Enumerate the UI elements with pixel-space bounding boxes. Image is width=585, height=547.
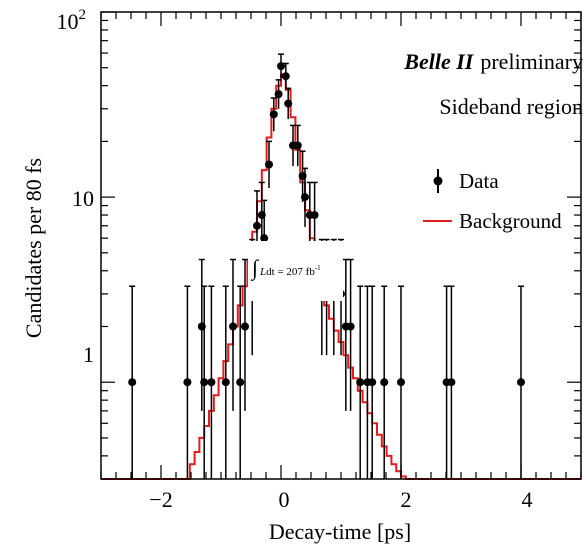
- experiment-suffix: preliminary: [480, 49, 583, 74]
- data-point-0: [128, 285, 137, 479]
- data-point-1: [183, 285, 192, 479]
- data-marker: [517, 378, 525, 387]
- data-point-6: [229, 258, 237, 411]
- data-marker: [265, 160, 273, 169]
- region-label: Sideband region: [439, 94, 583, 119]
- data-points: [128, 53, 525, 479]
- data-point-3: [200, 285, 209, 479]
- data-marker: [281, 72, 290, 81]
- data-point-35: [397, 285, 405, 479]
- data-marker: [293, 141, 302, 150]
- data-marker: [229, 322, 237, 331]
- data-point-22: [301, 167, 309, 227]
- lumi-box: [248, 241, 343, 301]
- data-marker: [253, 221, 261, 230]
- data-point-31: [356, 285, 365, 479]
- data-marker: [207, 378, 216, 387]
- data-marker: [200, 378, 209, 387]
- axis-ticks: [100, 11, 582, 480]
- y-axis-title: Candidates per 80 fs: [21, 158, 46, 338]
- data-point-4: [207, 285, 216, 479]
- lumi-exponent: -1: [315, 264, 321, 272]
- data-point-5: [221, 285, 230, 479]
- data-point-30: [346, 258, 355, 411]
- data-marker: [260, 234, 269, 243]
- y-tick-label-10: 10: [72, 186, 94, 211]
- x-tick-label-2: 2: [401, 487, 412, 512]
- lumi-rest: dt = 207 fb: [266, 266, 315, 278]
- data-marker: [236, 378, 245, 387]
- x-tick-label-0: 0: [279, 487, 290, 512]
- experiment-name: Belle II: [403, 49, 474, 74]
- data-point-13: [265, 140, 273, 188]
- x-tick-label-4: 4: [522, 487, 533, 512]
- data-point-33: [368, 285, 377, 479]
- data-point-24: [310, 181, 319, 250]
- data-marker: [274, 90, 283, 99]
- data-point-7: [236, 285, 245, 479]
- data-marker: [380, 378, 389, 387]
- legend-data-label: Data: [459, 169, 499, 193]
- data-point-38: [517, 285, 525, 479]
- data-point-18: [284, 87, 293, 120]
- lumi-variable: L: [259, 266, 266, 278]
- data-marker: [447, 378, 456, 387]
- data-marker: [397, 378, 405, 387]
- data-marker: [241, 322, 249, 331]
- legend-data-marker: [433, 176, 443, 186]
- data-point-8: [241, 258, 249, 411]
- y-tick-label-100-exp: 2: [79, 7, 87, 23]
- lumi-integral: ∫: [250, 255, 260, 281]
- data-marker: [310, 211, 319, 220]
- y-tick-label-100: 102: [57, 7, 87, 34]
- data-point-37: [447, 285, 456, 479]
- data-marker: [356, 378, 365, 387]
- y-tick-label-100-base: 10: [57, 9, 79, 34]
- data-point-15: [274, 79, 283, 109]
- data-marker: [183, 378, 192, 387]
- lumi-label: ∫ Ldt = 207 fb-1: [250, 255, 321, 281]
- legend-background-label: Background: [459, 209, 562, 233]
- y-tick-label-1: 1: [83, 342, 94, 367]
- x-tick-label-neg2: −2: [149, 487, 172, 512]
- background-histogram: [101, 73, 581, 480]
- data-marker: [269, 110, 278, 119]
- data-marker: [301, 193, 309, 202]
- data-marker: [284, 99, 293, 108]
- data-point-17: [281, 62, 290, 90]
- data-point-20: [293, 124, 302, 167]
- data-marker: [128, 378, 137, 387]
- data-marker: [346, 322, 355, 331]
- background-step-line: [101, 73, 581, 480]
- data-point-14: [269, 97, 278, 132]
- data-point-34: [380, 285, 389, 479]
- data-marker: [221, 378, 230, 387]
- experiment-label: Belle II preliminary: [403, 49, 583, 74]
- x-axis-title: Decay-time [ps]: [269, 519, 411, 544]
- data-marker: [368, 378, 377, 387]
- legend: Data Background: [423, 169, 562, 233]
